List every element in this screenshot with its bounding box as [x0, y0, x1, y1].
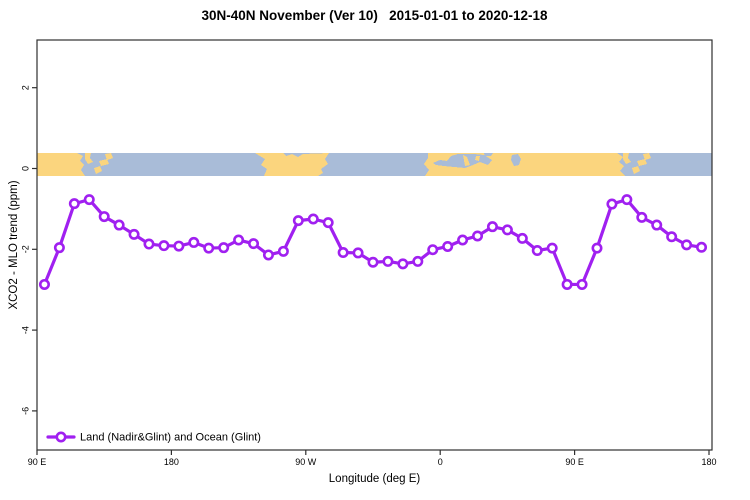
series-line	[42, 198, 704, 287]
y-tick-label: -6	[20, 407, 30, 415]
data-point-marker	[307, 213, 319, 225]
data-point-marker	[486, 221, 498, 233]
y-tick-label: 0	[20, 166, 30, 171]
data-point-marker	[38, 278, 50, 290]
data-point-marker	[531, 245, 543, 257]
data-point-marker	[248, 238, 260, 250]
land-shape	[632, 166, 640, 174]
legend-marker-sample	[55, 431, 67, 443]
data-point-marker	[98, 211, 110, 223]
data-point-marker	[457, 234, 469, 246]
data-point-marker	[501, 224, 513, 236]
data-point-marker	[472, 230, 484, 242]
data-point-marker	[53, 242, 65, 254]
data-point-marker	[516, 232, 528, 244]
data-point-marker	[173, 240, 185, 252]
data-point-marker	[233, 234, 245, 246]
data-point-marker	[606, 198, 618, 210]
data-point-marker	[188, 236, 200, 248]
data-point-marker	[397, 258, 409, 270]
land-shape	[94, 166, 102, 174]
island-shape	[463, 155, 470, 166]
y-tick-label: -4	[20, 326, 30, 334]
data-point-marker	[113, 219, 125, 231]
world-map-band	[37, 153, 712, 176]
data-point-marker	[367, 256, 379, 268]
data-point-marker	[681, 239, 693, 251]
x-tick-label: 180	[164, 457, 179, 467]
chart-title: 30N-40N November (Ver 10) 2015-01-01 to …	[201, 8, 548, 23]
data-point-marker	[412, 255, 424, 267]
data-point-marker	[83, 194, 95, 206]
data-point-marker	[621, 194, 633, 206]
data-point-marker	[143, 238, 155, 250]
y-tick-label: -2	[20, 245, 30, 253]
data-point-marker	[128, 228, 140, 240]
water-patch	[484, 153, 493, 156]
data-point-marker	[561, 278, 573, 290]
data-point-marker	[427, 244, 439, 256]
data-point-marker	[651, 219, 663, 231]
x-tick-label: 90 W	[295, 457, 317, 467]
land-shape	[37, 153, 85, 176]
data-point-marker	[203, 242, 215, 254]
data-point-marker	[696, 241, 708, 253]
data-point-marker	[218, 242, 230, 254]
legend-label: Land (Nadir&Glint) and Ocean (Glint)	[80, 432, 261, 444]
data-point-marker	[636, 211, 648, 223]
land-shape	[643, 153, 651, 160]
land-shape	[105, 153, 113, 160]
y-tick-label: 2	[20, 85, 30, 90]
data-point-marker	[546, 242, 558, 254]
x-tick-label: 180	[701, 457, 716, 467]
x-tick-label: 0	[438, 457, 443, 467]
data-point-marker	[352, 247, 364, 259]
x-tick-label: 90 E	[565, 457, 584, 467]
data-point-marker	[382, 255, 394, 267]
data-point-marker	[262, 249, 274, 261]
data-point-marker	[277, 245, 289, 257]
data-point-marker	[68, 198, 80, 210]
water-patch	[511, 154, 521, 166]
data-point-marker	[591, 242, 603, 254]
land-shape	[85, 153, 93, 164]
data-point-marker	[322, 217, 334, 229]
data-point-marker	[666, 231, 678, 243]
land-shape	[99, 159, 109, 166]
land-shape	[637, 159, 647, 166]
land-shape	[623, 153, 631, 164]
data-point-marker	[292, 215, 304, 227]
data-point-marker	[576, 278, 588, 290]
island-shape	[475, 156, 480, 161]
plot-frame	[36, 39, 713, 451]
data-point-marker	[442, 240, 454, 252]
x-tick-label: 90 E	[28, 457, 47, 467]
land-shape	[255, 153, 329, 176]
data-point-marker	[337, 247, 349, 259]
x-axis-title: Longitude (deg E)	[328, 473, 421, 485]
data-point-marker	[158, 240, 170, 252]
